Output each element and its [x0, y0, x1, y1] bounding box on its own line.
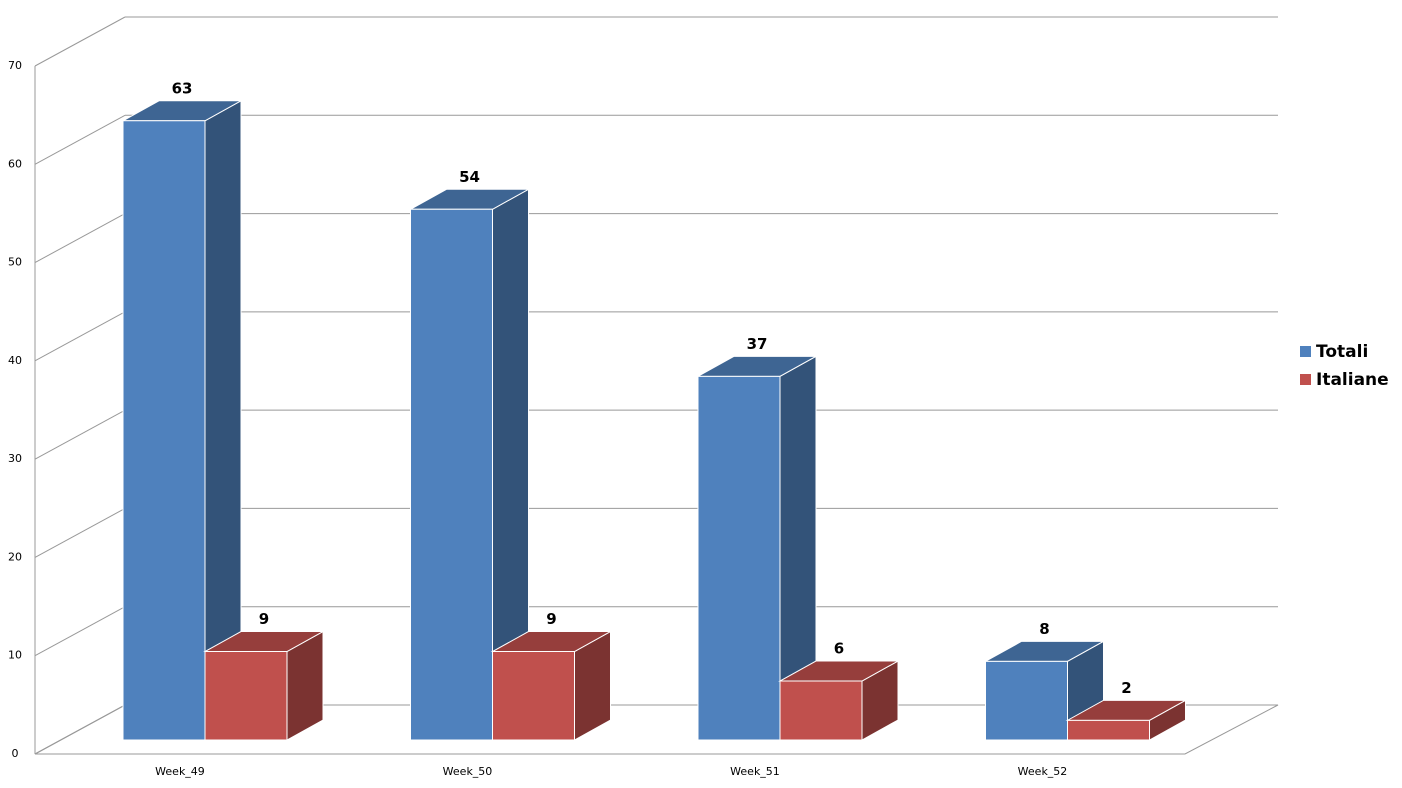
wall-grid-line	[34, 16, 126, 67]
data-label: 37	[747, 335, 768, 353]
bar	[778, 660, 900, 741]
y-tick-label: 50	[8, 256, 22, 269]
data-label: 9	[259, 610, 269, 628]
y-tick-label: 20	[8, 550, 22, 563]
legend-label: Italiane	[1316, 370, 1389, 390]
y-tick-label: 70	[8, 59, 22, 72]
data-label: 6	[834, 640, 844, 658]
y-tick-label: 40	[8, 354, 22, 367]
bar	[203, 630, 325, 741]
bar-front	[779, 680, 863, 741]
bar	[121, 99, 243, 741]
bar	[490, 630, 613, 741]
bar	[1065, 699, 1188, 741]
x-tick-label: Week_49	[155, 765, 205, 778]
legend-swatch	[1300, 346, 1311, 357]
bar-front	[985, 660, 1068, 741]
bar-front	[697, 375, 781, 741]
data-label: 2	[1121, 679, 1131, 697]
y-tick-label: 10	[8, 649, 22, 662]
data-label: 63	[172, 79, 193, 97]
wall-grid-line	[34, 409, 126, 460]
x-tick-label: Week_52	[1018, 765, 1068, 778]
bar-front	[1067, 719, 1150, 741]
legend-swatch	[1300, 374, 1311, 385]
bar-front	[204, 651, 288, 741]
bar	[408, 188, 531, 741]
data-label: 8	[1039, 620, 1049, 638]
wall-grid-line	[34, 704, 126, 755]
y-tick-label: 60	[8, 157, 22, 170]
wall-grid-line	[34, 507, 126, 558]
bar-front	[410, 208, 493, 741]
legend-label: Totali	[1316, 342, 1368, 362]
y-tick-label: 0	[12, 747, 19, 760]
data-label: 54	[459, 168, 480, 186]
wall-grid-line	[34, 606, 126, 657]
bar	[696, 355, 818, 741]
wall-grid-line	[34, 114, 126, 165]
wall-grid-line	[34, 213, 126, 264]
x-tick-label: Week_50	[443, 765, 493, 778]
bar-front	[122, 120, 206, 741]
y-tick-label: 30	[8, 452, 22, 465]
x-tick-label: Week_51	[730, 765, 780, 778]
wall-grid-line	[34, 311, 126, 362]
data-label: 9	[546, 610, 556, 628]
bar-front	[492, 651, 575, 741]
